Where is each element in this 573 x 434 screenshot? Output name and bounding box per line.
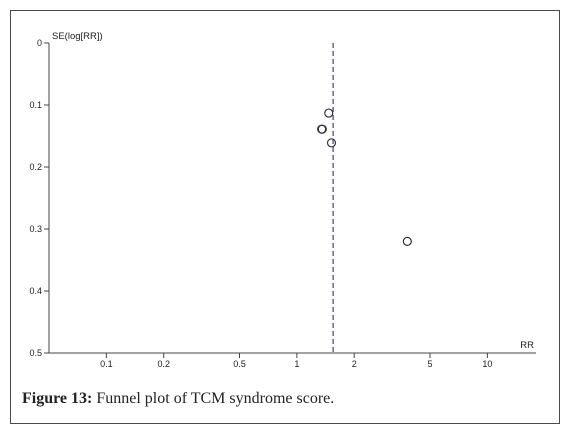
x-tick-label: 0.5	[233, 359, 246, 369]
y-tick-label: 0.5	[29, 348, 42, 358]
y-tick-label: 0.2	[29, 162, 42, 172]
study-point	[317, 124, 327, 134]
x-tick-label: 0.2	[157, 359, 170, 369]
y-tick-label: 0.1	[29, 100, 42, 110]
axes: 0 0.1 0.2 0.3 0.4 0.5 0.1 0.2 0.5 1 2 5 10	[29, 38, 536, 369]
y-tick-label: 0.3	[29, 224, 42, 234]
caption-label: Figure 13:	[22, 390, 93, 407]
y-axis-label: SE(log[RR])	[52, 31, 103, 42]
figure-caption: Figure 13: Funnel plot of TCM syndrome s…	[22, 390, 542, 408]
study-point	[402, 236, 412, 246]
figure-frame	[10, 10, 560, 424]
caption-text: Funnel plot of TCM syndrome score.	[92, 390, 335, 407]
y-tick-label: 0	[37, 38, 42, 48]
x-tick-label: 5	[428, 359, 433, 369]
y-tick-label: 0.4	[29, 286, 42, 296]
x-tick-label: 2	[352, 359, 357, 369]
x-tick-label: 10	[482, 359, 492, 369]
funnel-plot: 0 0.1 0.2 0.3 0.4 0.5 0.1 0.2 0.5 1 2 5 10 SE(log[RR…	[29, 31, 536, 369]
x-tick-label: 0.1	[100, 359, 113, 369]
x-tick-label: 1	[294, 359, 299, 369]
data-points	[317, 108, 412, 246]
x-axis-label: RR	[520, 340, 534, 351]
study-point	[324, 108, 334, 118]
study-point	[326, 138, 337, 148]
